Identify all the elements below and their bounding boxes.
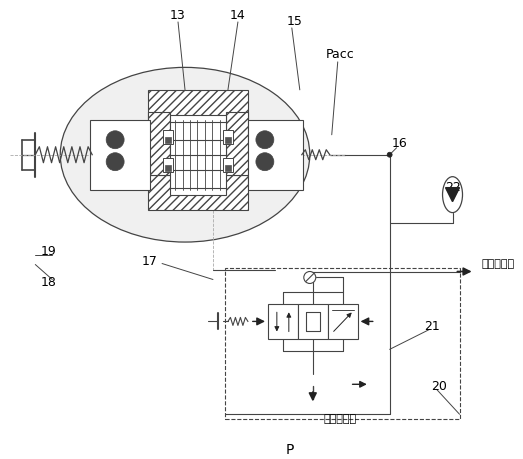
Circle shape: [304, 272, 316, 284]
Bar: [148, 175, 248, 210]
Circle shape: [256, 131, 274, 149]
Text: Pacc: Pacc: [325, 48, 354, 62]
Bar: [268, 304, 298, 339]
Circle shape: [256, 153, 274, 171]
Text: 17: 17: [142, 255, 158, 268]
Text: 18: 18: [40, 276, 56, 289]
Bar: [165, 137, 171, 143]
Bar: [223, 130, 233, 144]
Bar: [225, 137, 231, 143]
Bar: [248, 120, 303, 190]
Text: 第一级回路: 第一级回路: [482, 259, 515, 269]
Bar: [163, 158, 173, 172]
Text: 20: 20: [431, 380, 448, 393]
Bar: [225, 268, 460, 419]
Bar: [90, 120, 150, 190]
Polygon shape: [446, 188, 460, 202]
Text: 19: 19: [40, 245, 56, 258]
Bar: [226, 112, 248, 175]
Bar: [223, 158, 233, 172]
Bar: [298, 304, 328, 339]
Bar: [328, 304, 358, 339]
Text: 22: 22: [445, 181, 460, 194]
Text: 14: 14: [230, 10, 246, 22]
Text: 16: 16: [392, 137, 407, 150]
Circle shape: [106, 131, 124, 149]
Text: 21: 21: [424, 320, 439, 333]
Ellipse shape: [442, 177, 462, 213]
Bar: [225, 165, 231, 171]
Circle shape: [106, 153, 124, 171]
Bar: [148, 90, 248, 122]
Ellipse shape: [60, 67, 310, 242]
Text: 13: 13: [170, 10, 186, 22]
Bar: [148, 112, 170, 175]
Circle shape: [387, 152, 392, 157]
Text: 第二级回路: 第二级回路: [323, 414, 356, 424]
Bar: [170, 115, 226, 195]
Bar: [163, 130, 173, 144]
Text: P: P: [286, 443, 294, 457]
Text: 15: 15: [287, 16, 303, 28]
Bar: [165, 165, 171, 171]
